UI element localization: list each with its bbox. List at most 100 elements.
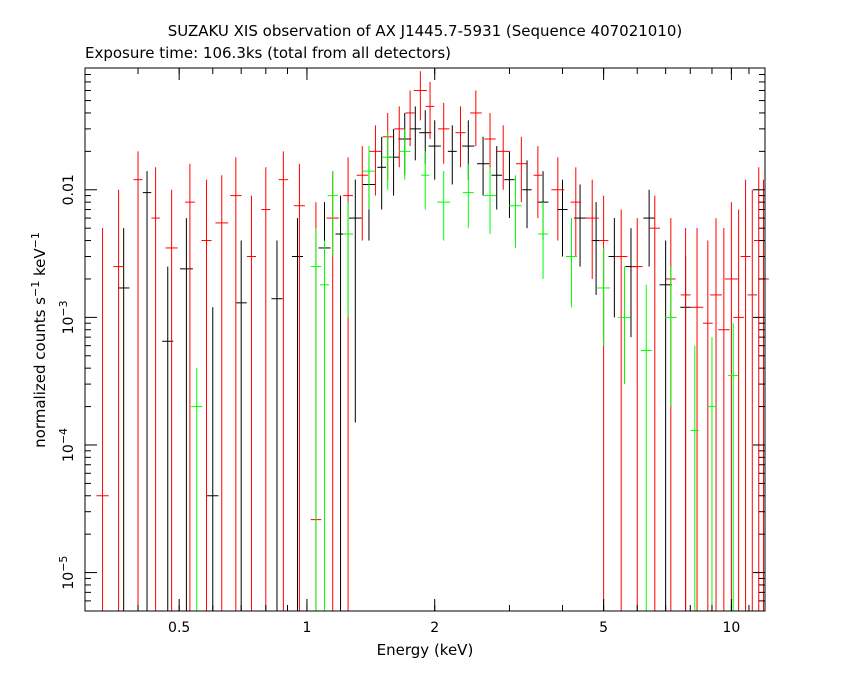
y-tick-label: 10−5 xyxy=(57,556,77,590)
data-point xyxy=(271,241,282,611)
data-point xyxy=(522,160,531,228)
data-point xyxy=(681,228,691,611)
data-point xyxy=(96,228,108,611)
data-point xyxy=(538,202,548,279)
data-point xyxy=(741,180,751,611)
data-point xyxy=(665,267,677,407)
x-tick-label: 0.5 xyxy=(168,620,190,636)
data-point xyxy=(382,133,393,190)
data-point xyxy=(534,146,543,218)
spectrum-chart: 0.5 1 2 5 100.0110−310−410−5 Energy (keV) no… xyxy=(0,0,850,680)
x-tick-label: 10 xyxy=(722,620,740,636)
data-point xyxy=(328,171,338,256)
data-point xyxy=(118,228,130,611)
data-point xyxy=(409,106,421,160)
data-point xyxy=(191,368,202,611)
y-axis-label-mid: keV xyxy=(31,248,49,281)
data-point xyxy=(754,167,764,611)
axes-layer: 0.5 1 2 5 100.0110−310−410−5 xyxy=(57,68,765,636)
data-point xyxy=(491,146,502,209)
data-point xyxy=(703,241,713,611)
y-tick-label-base: 0.01 xyxy=(61,174,77,205)
data-point xyxy=(311,228,322,611)
data-point xyxy=(113,190,123,611)
data-point xyxy=(455,106,465,167)
data-point xyxy=(377,137,386,210)
y-tick-label: 10−4 xyxy=(57,428,77,462)
y-tick-label-base: 10 xyxy=(61,444,77,462)
y-tick-label: 10−3 xyxy=(57,300,77,334)
data-point xyxy=(571,167,582,256)
y-axis-label-exp2: −1 xyxy=(29,232,42,248)
data-point xyxy=(728,323,738,611)
data-point xyxy=(294,164,305,611)
y-tick-label-exponent: −3 xyxy=(57,300,70,316)
y-tick-label-base: 10 xyxy=(61,572,77,590)
data-point xyxy=(421,151,429,209)
data-point xyxy=(641,285,652,611)
data-point xyxy=(632,218,643,611)
data-point xyxy=(279,151,288,611)
data-point xyxy=(180,218,193,611)
data-point xyxy=(343,202,353,317)
data-point xyxy=(399,129,410,180)
data-point xyxy=(236,241,247,611)
data-point xyxy=(625,228,636,337)
x-axis-label: Energy (keV) xyxy=(377,641,474,659)
data-point xyxy=(470,90,482,146)
data-point xyxy=(484,113,495,175)
data-point xyxy=(725,202,738,611)
y-tick-label-exponent: −4 xyxy=(57,428,70,444)
data-point xyxy=(357,146,368,240)
data-point xyxy=(292,218,303,611)
data-point xyxy=(207,307,218,611)
series-1 xyxy=(96,71,768,611)
data-point xyxy=(615,210,628,611)
series-2 xyxy=(191,129,738,611)
x-tick-label: 5 xyxy=(599,620,608,636)
data-point xyxy=(438,103,449,164)
data-point xyxy=(363,146,376,209)
data-point xyxy=(215,175,228,611)
data-point xyxy=(202,180,212,611)
y-tick-label: 0.01 xyxy=(61,174,77,205)
data-point xyxy=(691,228,703,611)
y-tick-label-exponent: −5 xyxy=(57,556,70,572)
data-point xyxy=(448,125,457,184)
y-axis-label: normalized counts s−1 keV−1 xyxy=(29,232,49,448)
data-point xyxy=(405,90,414,146)
data-point xyxy=(758,180,769,611)
data-point xyxy=(335,196,345,611)
data-point xyxy=(463,164,474,228)
data-point xyxy=(320,241,329,611)
data-point xyxy=(426,82,435,139)
data-point xyxy=(516,137,527,202)
data-point xyxy=(477,137,489,196)
data-point xyxy=(586,180,599,279)
data-point xyxy=(134,151,143,611)
data-point xyxy=(597,248,610,346)
series-0 xyxy=(118,106,691,611)
data-point xyxy=(659,241,671,611)
data-point xyxy=(608,218,620,317)
data-point xyxy=(349,180,362,423)
data-point xyxy=(230,157,241,611)
data-point xyxy=(394,106,404,167)
y-tick-label-base: 10 xyxy=(61,317,77,335)
data-point xyxy=(369,125,381,195)
data-point xyxy=(592,202,601,295)
data-point xyxy=(387,129,399,196)
data-point xyxy=(484,167,496,234)
data-point xyxy=(748,190,757,611)
data-point xyxy=(650,196,660,611)
x-tick-label: 1 xyxy=(302,620,311,636)
data-point xyxy=(437,171,450,240)
data-point xyxy=(261,167,270,611)
data-point xyxy=(618,267,630,385)
data-point xyxy=(691,346,699,611)
data-point xyxy=(557,180,567,257)
data-point xyxy=(247,196,256,611)
data-point xyxy=(504,151,514,218)
data-point xyxy=(151,167,159,611)
x-tick-label: 2 xyxy=(430,620,439,636)
